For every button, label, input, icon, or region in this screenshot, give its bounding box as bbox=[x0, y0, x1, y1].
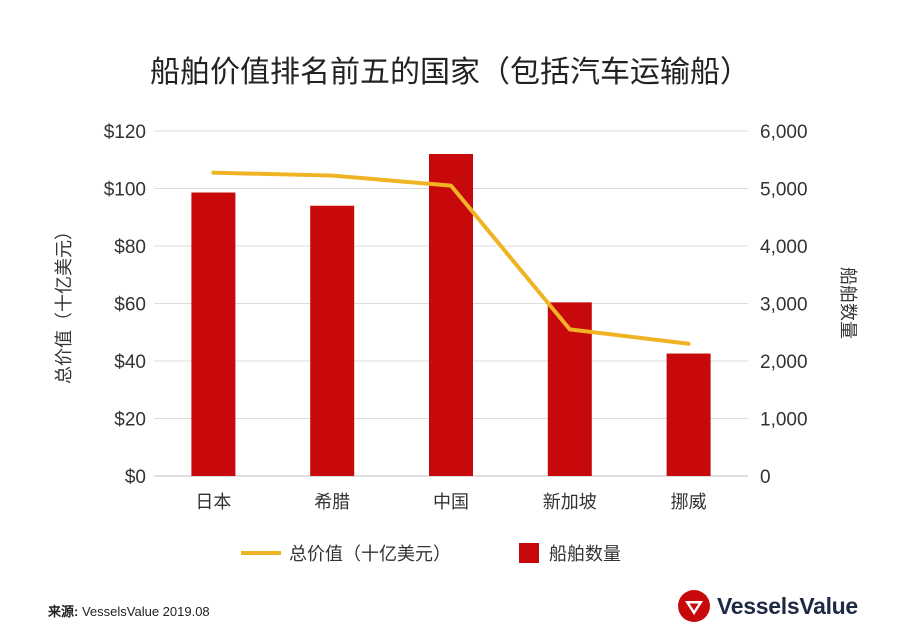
source-note: 来源: VesselsValue 2019.08 bbox=[48, 601, 210, 620]
y-axis-label-right: 船舶数量 bbox=[838, 267, 858, 339]
y-tick-right: 5,000 bbox=[760, 180, 808, 201]
source-label: 来源: bbox=[48, 604, 79, 619]
vesselsvalue-logo: VesselsValue bbox=[678, 590, 858, 622]
x-tick-label: 日本 bbox=[195, 492, 231, 512]
bar-series bbox=[191, 154, 711, 476]
y-axis-label-left: 总价值（十亿美元） bbox=[54, 222, 74, 384]
legend-line-label: 总价值（十亿美元） bbox=[289, 544, 451, 564]
y-tick-right: 6,000 bbox=[760, 122, 808, 143]
y-tick-left: $0 bbox=[125, 467, 146, 488]
left-axis-ticks: $0 $20 $40 $60 $80 $100 $120 bbox=[104, 122, 146, 488]
x-tick-label: 挪威 bbox=[671, 492, 707, 512]
x-tick-label: 希腊 bbox=[314, 492, 350, 512]
series-line bbox=[211, 170, 691, 346]
x-tick-label: 新加坡 bbox=[543, 492, 597, 512]
y-tick-left: $120 bbox=[104, 122, 146, 143]
bar bbox=[429, 154, 473, 476]
chart-title: 船舶价值排名前五的国家（包括汽车运输船） bbox=[150, 56, 750, 89]
y-tick-right: 3,000 bbox=[760, 295, 808, 316]
y-tick-right: 1,000 bbox=[760, 410, 808, 431]
y-tick-left: $80 bbox=[114, 237, 146, 258]
y-tick-right: 0 bbox=[760, 467, 771, 488]
source-text: VesselsValue 2019.08 bbox=[81, 604, 210, 619]
y-tick-left: $100 bbox=[104, 180, 146, 201]
legend-bar-label: 船舶数量 bbox=[549, 544, 621, 564]
bar bbox=[666, 353, 711, 476]
y-tick-right: 2,000 bbox=[760, 352, 808, 373]
logo-icon bbox=[678, 590, 710, 622]
legend: 总价值（十亿美元） 船舶数量 bbox=[241, 543, 621, 564]
line-series bbox=[211, 170, 691, 346]
right-axis-ticks: 0 1,000 2,000 3,000 4,000 5,000 6,000 bbox=[760, 122, 808, 488]
legend-bar-swatch bbox=[519, 543, 539, 563]
logo-text: VesselsValue bbox=[717, 592, 858, 619]
bar bbox=[310, 205, 355, 476]
x-axis-ticks: 日本 希腊 中国 新加坡 挪威 bbox=[195, 492, 706, 512]
y-tick-right: 4,000 bbox=[760, 237, 808, 258]
y-tick-left: $20 bbox=[114, 410, 146, 431]
y-tick-left: $60 bbox=[114, 295, 146, 316]
x-tick-label: 中国 bbox=[433, 492, 469, 512]
bar bbox=[191, 192, 236, 476]
y-tick-left: $40 bbox=[114, 352, 146, 373]
